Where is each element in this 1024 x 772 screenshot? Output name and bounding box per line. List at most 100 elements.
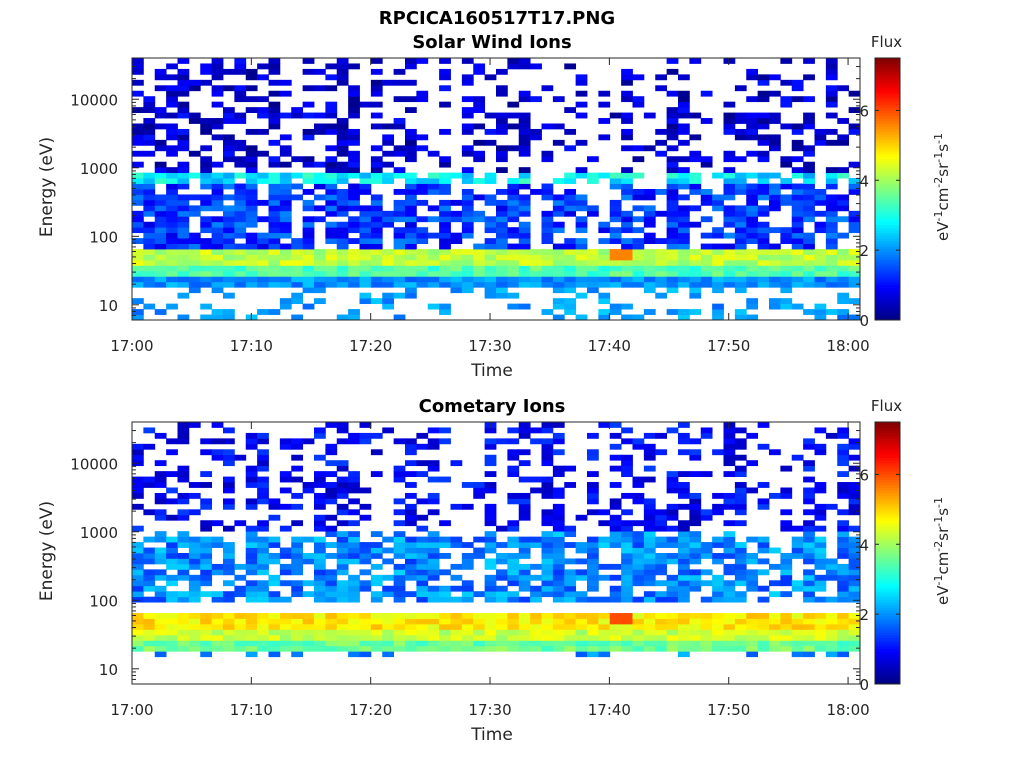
colorbar-segment bbox=[875, 484, 900, 488]
colorbar-segment bbox=[875, 479, 900, 483]
spectrogram-cell bbox=[587, 640, 599, 647]
colorbar-segment bbox=[875, 249, 900, 253]
spectrogram-cell bbox=[666, 189, 679, 195]
spectrogram-cell bbox=[143, 482, 156, 488]
spectrogram-cell bbox=[814, 563, 827, 570]
spectrogram-cell bbox=[427, 476, 440, 483]
spectrogram-cell bbox=[132, 454, 144, 461]
spectrogram-cell bbox=[370, 634, 383, 641]
spectrogram-cell bbox=[382, 585, 395, 592]
spectrogram-cell bbox=[257, 525, 269, 532]
spectrogram-cell bbox=[325, 265, 338, 272]
spectrogram-cell bbox=[302, 205, 315, 212]
spectrogram-cell bbox=[837, 139, 850, 146]
spectrogram-cell bbox=[575, 270, 588, 277]
spectrogram-cell bbox=[416, 547, 429, 554]
colorbar-segment bbox=[875, 487, 900, 491]
spectrogram-cell bbox=[496, 90, 508, 97]
spectrogram-cell bbox=[268, 651, 281, 658]
spectrogram-cell bbox=[689, 178, 702, 184]
spectrogram-cell bbox=[712, 645, 724, 652]
spectrogram-cell bbox=[439, 623, 451, 630]
colorbar-segment bbox=[875, 284, 900, 288]
spectrogram-cell bbox=[336, 150, 349, 157]
spectrogram-cell bbox=[825, 254, 838, 261]
spectrogram-cell bbox=[666, 309, 679, 315]
spectrogram-cell bbox=[803, 443, 815, 450]
spectrogram-cell bbox=[461, 634, 474, 641]
colorbar-segment bbox=[875, 544, 900, 549]
spectrogram-cell bbox=[484, 139, 497, 146]
spectrogram-cell bbox=[279, 221, 292, 228]
spectrogram-cell bbox=[643, 629, 656, 636]
spectrogram-cell bbox=[643, 232, 656, 239]
spectrogram-cell bbox=[302, 645, 315, 652]
spectrogram-cell bbox=[814, 645, 827, 652]
spectrogram-cell bbox=[143, 276, 156, 283]
spectrogram-cell bbox=[393, 243, 406, 250]
colorbar-segment bbox=[875, 208, 900, 212]
spectrogram-cell bbox=[336, 128, 349, 135]
spectrogram-cell bbox=[325, 112, 338, 119]
colorbar-segment bbox=[875, 213, 900, 217]
spectrogram-cell bbox=[689, 629, 702, 636]
spectrogram-cell bbox=[234, 139, 247, 146]
spectrogram-cell bbox=[461, 281, 474, 288]
spectrogram-cell bbox=[325, 85, 338, 92]
spectrogram-cell bbox=[223, 553, 235, 559]
spectrogram-cell bbox=[507, 569, 520, 576]
spectrogram-cell bbox=[279, 189, 292, 195]
spectrogram-cell bbox=[689, 498, 702, 505]
spectrogram-cell bbox=[279, 205, 292, 212]
spectrogram-cell bbox=[575, 558, 588, 565]
spectrogram-cell bbox=[279, 613, 292, 619]
spectrogram-cell bbox=[689, 58, 702, 64]
spectrogram-cell bbox=[632, 498, 645, 505]
spectrogram-cell bbox=[757, 569, 770, 576]
spectrogram-cell bbox=[325, 145, 338, 152]
colorbar-segment bbox=[875, 629, 900, 633]
spectrogram-cell bbox=[416, 254, 429, 261]
spectrogram-cell bbox=[370, 216, 383, 223]
spectrogram-cell bbox=[234, 265, 247, 272]
colorbar-segment bbox=[875, 670, 900, 674]
spectrogram-cell bbox=[154, 205, 167, 212]
spectrogram-cell bbox=[257, 254, 269, 261]
spectrogram-cell bbox=[257, 259, 269, 266]
spectrogram-cell bbox=[359, 629, 372, 636]
spectrogram-cell bbox=[734, 221, 747, 228]
spectrogram-cell bbox=[223, 150, 235, 157]
spectrogram-cell bbox=[484, 265, 497, 272]
spectrogram-cell bbox=[780, 525, 793, 532]
spectrogram-cell bbox=[291, 281, 304, 288]
spectrogram-cell bbox=[200, 221, 213, 228]
spectrogram-cell bbox=[575, 618, 588, 625]
spectrogram-cell bbox=[530, 281, 542, 288]
spectrogram-cell bbox=[689, 156, 702, 163]
spectrogram-cell bbox=[370, 210, 383, 217]
spectrogram-cell bbox=[291, 553, 304, 559]
spectrogram-cell bbox=[154, 432, 167, 439]
spectrogram-cell bbox=[302, 254, 315, 261]
colorbar-segment bbox=[875, 653, 900, 658]
spectrogram-cell bbox=[177, 281, 190, 288]
spectrogram-cell bbox=[791, 145, 804, 152]
spectrogram-cell bbox=[223, 454, 235, 461]
spectrogram-cell bbox=[461, 194, 474, 201]
spectrogram-cell bbox=[484, 563, 497, 570]
spectrogram-cell bbox=[405, 645, 417, 652]
spectrogram-cell bbox=[757, 640, 770, 647]
spectrogram-cell bbox=[132, 259, 144, 266]
spectrogram-cell bbox=[825, 194, 838, 201]
spectrogram-cell bbox=[518, 536, 531, 543]
spectrogram-cell bbox=[848, 465, 861, 472]
spectrogram-cell bbox=[132, 591, 144, 598]
spectrogram-cell bbox=[234, 194, 247, 201]
spectrogram-cell bbox=[188, 276, 201, 283]
spectrogram-cell bbox=[166, 85, 178, 92]
spectrogram-cell bbox=[655, 249, 668, 255]
spectrogram-cell bbox=[234, 613, 247, 619]
spectrogram-cell bbox=[757, 112, 770, 119]
spectrogram-cell bbox=[314, 585, 326, 592]
spectrogram-cell bbox=[632, 634, 645, 641]
